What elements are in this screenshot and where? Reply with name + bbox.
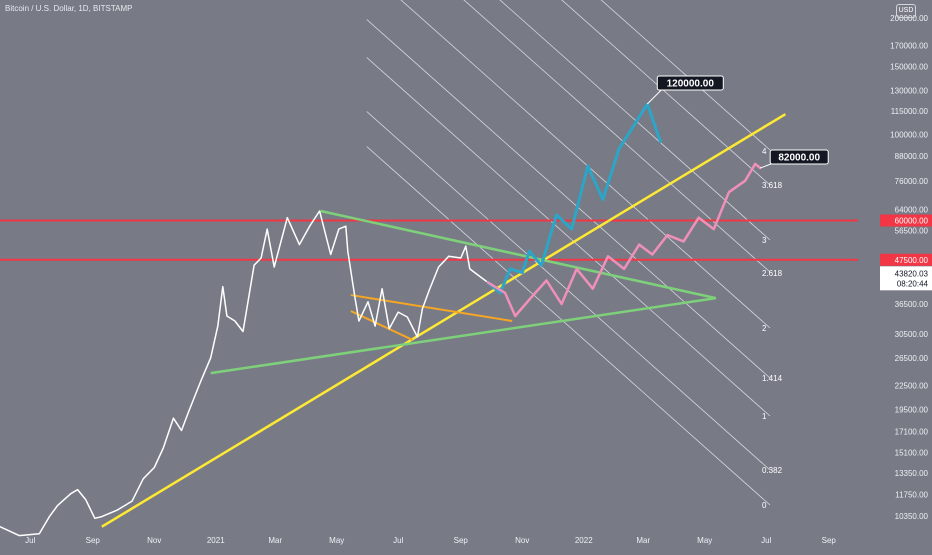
y-tick-label: 170000.00 bbox=[890, 42, 928, 51]
chart-title: Bitcoin / U.S. Dollar, 1D, BITSTAMP bbox=[5, 4, 133, 13]
x-tick-label: 2022 bbox=[575, 536, 593, 545]
callout-pointer bbox=[646, 87, 664, 105]
fib-channel-line bbox=[561, 0, 771, 186]
y-tick-label: 200000.00 bbox=[890, 14, 928, 23]
wedge-upper-line[interactable] bbox=[350, 294, 513, 322]
y-tick-label: 88000.00 bbox=[895, 152, 929, 161]
callout-label: 120000.00 bbox=[667, 79, 715, 90]
fib-channel-line bbox=[366, 57, 771, 417]
x-tick-label: Nov bbox=[515, 536, 529, 545]
fib-channel-line bbox=[366, 19, 771, 379]
callout-box[interactable] bbox=[656, 75, 724, 91]
x-tick-label: May bbox=[329, 536, 344, 545]
level-badge-label: 60000.00 bbox=[895, 217, 929, 226]
x-tick-label: Jul bbox=[25, 536, 35, 545]
y-tick-label: 22500.00 bbox=[895, 381, 929, 390]
fib-level-label: 2.618 bbox=[762, 269, 783, 278]
y-tick-label: 56500.00 bbox=[895, 227, 929, 236]
level-badge-label: 47500.00 bbox=[895, 256, 929, 265]
y-tick-label: 36500.00 bbox=[895, 300, 929, 309]
x-tick-label: Sep bbox=[86, 536, 101, 545]
fib-channel-line bbox=[499, 0, 771, 241]
y-tick-label: 130000.00 bbox=[890, 87, 928, 96]
fib-level-label: 2 bbox=[762, 324, 767, 333]
fib-channel-line bbox=[366, 146, 771, 506]
x-tick-label: May bbox=[697, 536, 712, 545]
y-tick-label: 17100.00 bbox=[895, 427, 929, 436]
fib-level-label: 1 bbox=[762, 412, 767, 421]
y-tick-label: 76000.00 bbox=[895, 177, 929, 186]
x-tick-label: Jul bbox=[761, 536, 771, 545]
y-tick-label: 100000.00 bbox=[890, 131, 928, 140]
triangle-pattern[interactable] bbox=[210, 209, 717, 375]
y-tick-label: 10350.00 bbox=[895, 512, 929, 521]
current-price-badge bbox=[880, 266, 932, 291]
y-tick-label: 19500.00 bbox=[895, 405, 929, 414]
x-tick-label: 2021 bbox=[207, 536, 225, 545]
fib-channel-line bbox=[600, 0, 771, 151]
y-tick-label: 11750.00 bbox=[895, 491, 928, 500]
y-tick-label: 30500.00 bbox=[895, 330, 929, 339]
ascending-trendline[interactable] bbox=[101, 113, 787, 528]
x-tick-label: Jul bbox=[393, 536, 403, 545]
fib-level-label: 0.382 bbox=[762, 466, 783, 475]
fib-level-label: 0 bbox=[762, 501, 767, 510]
x-tick-label: Sep bbox=[454, 536, 469, 545]
fib-level-label: 3.618 bbox=[762, 181, 783, 190]
y-tick-label: 150000.00 bbox=[890, 63, 928, 72]
callout-label: 82000.00 bbox=[778, 153, 820, 164]
y-tick-label: 64000.00 bbox=[895, 206, 929, 215]
x-tick-label: Sep bbox=[822, 536, 837, 545]
fib-channel-line bbox=[463, 0, 771, 273]
current-price-label: 43820.03 bbox=[895, 269, 929, 278]
level-badge bbox=[880, 253, 932, 266]
fib-level-label: 1.414 bbox=[762, 374, 783, 383]
fib-level-label: 3 bbox=[762, 236, 767, 245]
x-tick-label: Nov bbox=[147, 536, 161, 545]
y-tick-label: 13350.00 bbox=[895, 469, 929, 478]
projection_pink-line bbox=[486, 162, 762, 318]
price-line bbox=[0, 210, 489, 537]
callout-box[interactable] bbox=[769, 149, 829, 165]
y-tick-label: 15100.00 bbox=[895, 448, 929, 457]
y-tick-label: 115000.00 bbox=[891, 107, 929, 116]
projection_up-line bbox=[486, 102, 662, 295]
fib-channel-line bbox=[400, 0, 771, 329]
x-tick-label: Mar bbox=[636, 536, 650, 545]
level-badge bbox=[880, 214, 932, 227]
countdown-label: 08:20:44 bbox=[897, 279, 929, 288]
x-tick-label: Mar bbox=[268, 536, 282, 545]
fib-level-label: 4 bbox=[762, 147, 767, 156]
currency-button[interactable]: USD bbox=[896, 4, 916, 18]
y-tick-label: 26500.00 bbox=[895, 354, 929, 363]
